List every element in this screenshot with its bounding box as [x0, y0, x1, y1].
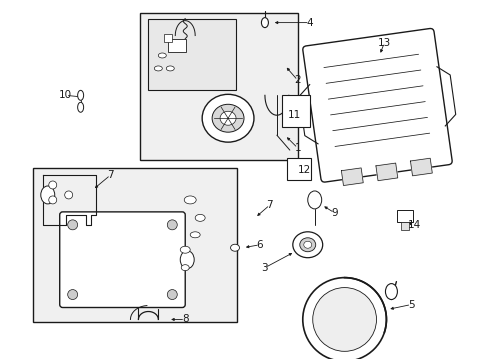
- Text: 6: 6: [256, 240, 263, 250]
- Circle shape: [64, 191, 73, 199]
- Bar: [401, 222, 408, 230]
- Bar: [164, 33, 172, 41]
- Ellipse shape: [261, 18, 268, 28]
- Ellipse shape: [181, 265, 189, 271]
- Ellipse shape: [184, 196, 196, 204]
- Text: 7: 7: [266, 200, 273, 210]
- Ellipse shape: [230, 244, 239, 251]
- Text: 5: 5: [407, 300, 414, 310]
- Bar: [281, 95, 309, 127]
- Bar: [168, 39, 186, 53]
- Polygon shape: [375, 163, 397, 181]
- Text: 8: 8: [182, 314, 188, 324]
- Circle shape: [67, 289, 78, 300]
- Ellipse shape: [212, 104, 244, 132]
- Ellipse shape: [41, 186, 55, 204]
- Bar: [286, 158, 310, 180]
- FancyBboxPatch shape: [60, 212, 185, 307]
- Bar: [148, 19, 236, 90]
- Circle shape: [167, 289, 177, 300]
- Circle shape: [312, 288, 376, 351]
- Ellipse shape: [385, 284, 397, 300]
- Ellipse shape: [292, 232, 322, 258]
- Polygon shape: [409, 158, 431, 176]
- Polygon shape: [341, 168, 363, 185]
- Ellipse shape: [195, 214, 205, 221]
- Ellipse shape: [78, 102, 83, 112]
- Text: 4: 4: [306, 18, 312, 28]
- Text: 7: 7: [107, 170, 114, 180]
- Ellipse shape: [307, 191, 321, 209]
- Ellipse shape: [166, 66, 174, 71]
- Text: 9: 9: [331, 208, 337, 218]
- Bar: [140, 13, 297, 160]
- Circle shape: [49, 181, 57, 189]
- Ellipse shape: [180, 251, 194, 269]
- Circle shape: [67, 220, 78, 230]
- Text: 10: 10: [59, 90, 72, 100]
- Text: 2: 2: [294, 75, 301, 85]
- Bar: [33, 168, 237, 323]
- Ellipse shape: [180, 246, 190, 253]
- Ellipse shape: [303, 241, 311, 248]
- Ellipse shape: [190, 232, 200, 238]
- Ellipse shape: [202, 94, 253, 142]
- Text: 13: 13: [377, 37, 390, 48]
- Ellipse shape: [220, 111, 236, 125]
- Bar: [397, 210, 412, 222]
- Text: 14: 14: [407, 220, 420, 230]
- FancyBboxPatch shape: [302, 28, 451, 182]
- Circle shape: [167, 220, 177, 230]
- Text: 12: 12: [298, 165, 311, 175]
- Circle shape: [302, 278, 386, 360]
- Text: 1: 1: [294, 143, 301, 153]
- Ellipse shape: [154, 66, 162, 71]
- Ellipse shape: [299, 238, 315, 252]
- Circle shape: [49, 196, 57, 204]
- Ellipse shape: [78, 90, 83, 100]
- Text: 11: 11: [287, 110, 301, 120]
- Text: 3: 3: [261, 263, 268, 273]
- Ellipse shape: [158, 53, 166, 58]
